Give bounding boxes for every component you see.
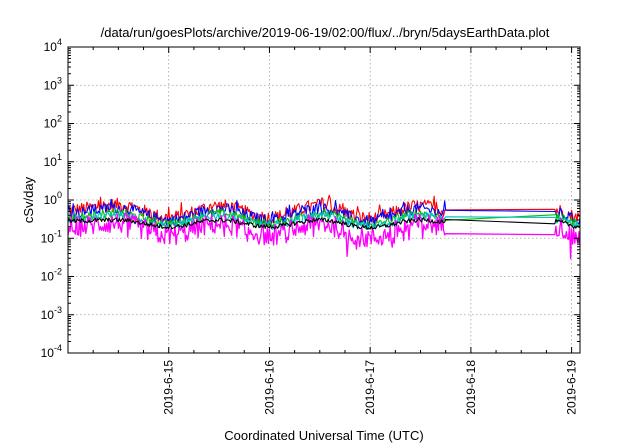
x-tick-label: 2019-6-15 <box>162 360 176 415</box>
x-axis-label: Coordinated Universal Time (UTC) <box>224 428 423 443</box>
axis-ticks: 10-4 10-3 10-2 10-1 100 101 102 103 104 2019-6-15… <box>41 37 580 415</box>
chart-title: /data/run/goesPlots/archive/2019-06-19/0… <box>101 25 550 40</box>
y-tick-label: 101 <box>44 152 62 169</box>
series-line <box>67 217 580 230</box>
y-axis-label: cSv/day <box>21 176 36 223</box>
series-layer <box>67 194 581 260</box>
series-line <box>67 198 581 227</box>
x-tick-label: 2019-6-16 <box>262 360 276 415</box>
series-line <box>67 212 581 260</box>
y-tick-label: 10-4 <box>41 343 62 360</box>
y-tick-label: 104 <box>44 37 62 54</box>
series-line <box>67 210 581 231</box>
y-tick-label: 102 <box>44 114 62 131</box>
y-tick-label: 10-1 <box>41 228 62 245</box>
y-tick-label: 103 <box>44 75 62 92</box>
y-tick-label: 100 <box>44 190 62 207</box>
y-tick-label: 10-3 <box>41 305 62 322</box>
x-tick-label: 2019-6-18 <box>464 360 478 415</box>
grid <box>68 47 580 353</box>
y-tick-label: 10-2 <box>41 267 62 284</box>
x-tick-label: 2019-6-19 <box>565 360 579 415</box>
x-tick-label: 2019-6-17 <box>363 360 377 415</box>
